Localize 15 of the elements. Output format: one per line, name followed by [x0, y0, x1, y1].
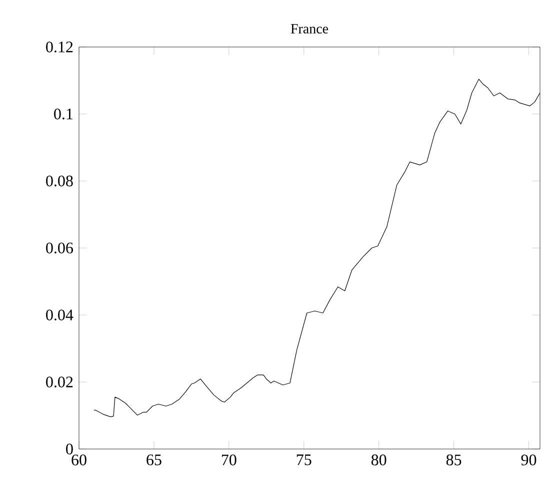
x-tick-label: 80	[371, 454, 386, 466]
x-tick-label: 75	[296, 454, 312, 466]
x-tick-label: 60	[72, 454, 86, 466]
x-tick-label: 90	[521, 454, 536, 466]
y-tick-label: 0.1	[54, 108, 73, 120]
y-tick-label: 0.02	[46, 376, 73, 388]
y-tick-label: 0	[66, 444, 73, 454]
y-tick-label: 0.06	[46, 242, 73, 254]
y-tick-label: 0.04	[46, 310, 74, 320]
x-tick-label: 85	[446, 454, 462, 466]
x-tick-label: 70	[222, 454, 236, 466]
y-tick-label: 0.08	[46, 176, 73, 186]
chart-title: France	[290, 24, 328, 34]
x-tick-label: 65	[146, 454, 162, 466]
y-tick-label: 0.12	[46, 42, 73, 52]
